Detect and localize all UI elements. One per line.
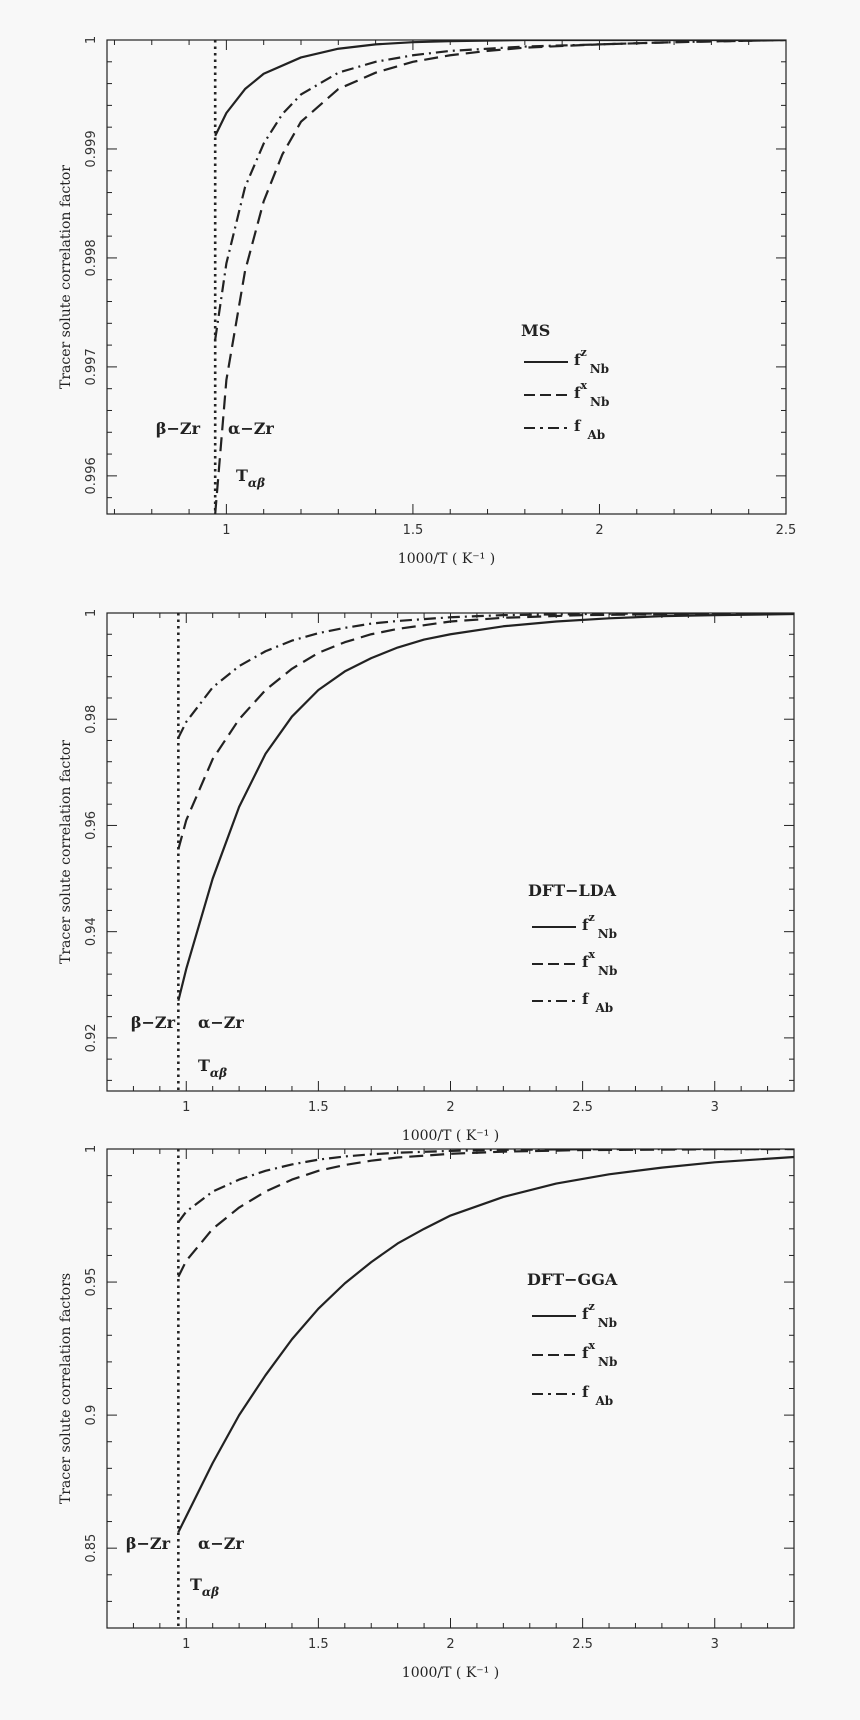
legend-label-fx: fxNb xyxy=(582,1339,617,1369)
x-tick-label: 1.5 xyxy=(403,523,424,538)
y-tick-label: 1 xyxy=(84,1145,99,1153)
y-tick-label: 0.92 xyxy=(84,1023,99,1052)
series-line-fx xyxy=(177,1149,794,1278)
series-line-fz xyxy=(177,1155,794,1533)
legend-label-fz: fzNb xyxy=(574,346,609,376)
transition-temperature-label: Tαβ xyxy=(236,466,265,490)
legend-title: DFT−LDA xyxy=(528,881,617,900)
y-tick-label: 0.85 xyxy=(84,1534,99,1563)
x-tick-label: 1.5 xyxy=(308,1100,329,1115)
transition-temperature-label: Tαβ xyxy=(198,1056,227,1080)
alpha-zr-label: α−Zr xyxy=(228,419,274,438)
y-tick-label: 0.998 xyxy=(84,239,99,276)
chart-panel-3: 1 1.5 2 2.5 3 0.85 0.9 0.95 1 1000/T ( K⁻¹ ) Trace… xyxy=(58,1145,795,1681)
x-tick-label: 1 xyxy=(222,523,230,538)
transition-temperature-label: Tαβ xyxy=(190,1575,219,1599)
x-tick-label: 2.5 xyxy=(572,1637,593,1652)
series-line-fx xyxy=(177,613,794,850)
plot-frame xyxy=(106,39,787,515)
y-tick-label: 1 xyxy=(84,609,99,617)
x-axis-label: 1000/T ( K⁻¹ ) xyxy=(402,1665,499,1681)
beta-zr-label: β−Zr xyxy=(131,1013,176,1032)
legend-label-fab: f Ab xyxy=(574,417,605,442)
y-tick-label: 0.98 xyxy=(84,705,99,734)
chart-panel-2: 1 1.5 2 2.5 3 0.92 0.94 0.96 0.98 1 1000/T ( K⁻¹ )… xyxy=(58,609,795,1144)
x-tick-label: 1 xyxy=(182,1637,190,1652)
x-tick-label: 2 xyxy=(446,1637,454,1652)
x-tick-label: 2 xyxy=(446,1100,454,1115)
y-axis-label: Tracer solute correlation factor xyxy=(58,165,74,389)
legend: DFT−LDA fzNb fxNb f Ab xyxy=(528,881,617,1015)
series-line-fab xyxy=(177,613,794,739)
x-tick-label: 2.5 xyxy=(776,523,797,538)
y-tick-label: 0.94 xyxy=(84,917,99,946)
y-tick-label: 0.996 xyxy=(84,457,99,494)
x-tick-label: 2.5 xyxy=(572,1100,593,1115)
legend-label-fz: fzNb xyxy=(582,911,617,941)
chart-panel-1: 1 1.5 2 2.5 0.996 0.997 0.998 0.999 1 1000/T ( K⁻… xyxy=(58,36,796,567)
series-line-fz xyxy=(214,40,786,137)
alpha-zr-label: α−Zr xyxy=(198,1534,244,1553)
y-tick-label: 1 xyxy=(84,36,99,44)
legend-title: DFT−GGA xyxy=(527,1270,618,1289)
legend-title: MS xyxy=(521,321,550,340)
x-tick-label: 1.5 xyxy=(308,1637,329,1652)
y-tick-label: 0.95 xyxy=(84,1268,99,1297)
x-tick-label: 3 xyxy=(711,1100,719,1115)
y-tick-label: 0.9 xyxy=(84,1405,99,1426)
legend-label-fab: f Ab xyxy=(582,1383,613,1408)
y-tick-label: 0.999 xyxy=(84,130,99,167)
legend: DFT−GGA fzNb fxNb f Ab xyxy=(527,1270,618,1408)
alpha-zr-label: α−Zr xyxy=(198,1013,244,1032)
x-tick-label: 1 xyxy=(182,1100,190,1115)
series-line-fx xyxy=(214,40,786,514)
y-tick-label: 0.96 xyxy=(84,811,99,840)
beta-zr-label: β−Zr xyxy=(156,419,201,438)
y-axis-label: Tracer solute correlation factor xyxy=(58,740,74,964)
plot-frame xyxy=(106,1148,795,1629)
legend-label-fx: fxNb xyxy=(574,379,609,409)
x-tick-label: 2 xyxy=(595,523,603,538)
legend-label-fab: f Ab xyxy=(582,990,613,1015)
legend-label-fx: fxNb xyxy=(582,948,617,978)
y-tick-label: 0.997 xyxy=(84,348,99,385)
series-line-fab xyxy=(177,1149,794,1223)
legend-label-fz: fzNb xyxy=(582,1300,617,1330)
series-line-fab xyxy=(214,40,786,340)
series-line-fz xyxy=(177,613,794,1001)
x-tick-label: 3 xyxy=(711,1637,719,1652)
x-axis-label: 1000/T ( K⁻¹ ) xyxy=(398,551,495,567)
x-axis-label: 1000/T ( K⁻¹ ) xyxy=(402,1128,499,1144)
y-axis-label: Tracer solute correlation factors xyxy=(58,1273,74,1504)
beta-zr-label: β−Zr xyxy=(126,1534,171,1553)
